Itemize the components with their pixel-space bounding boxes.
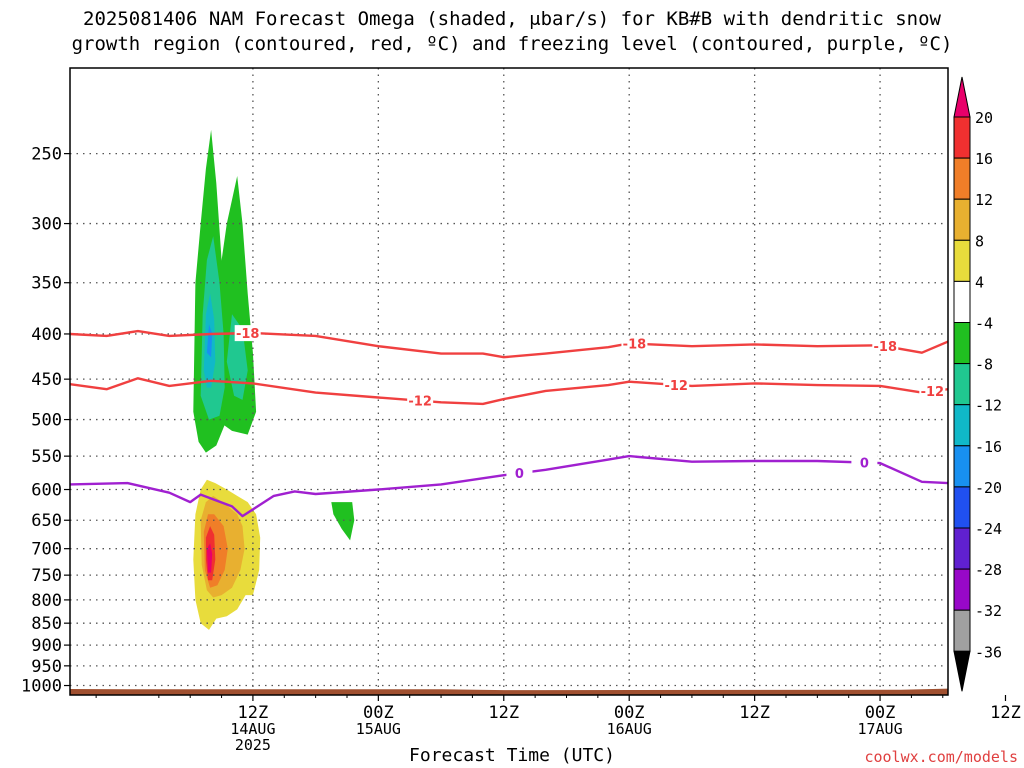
x-tick-label-84-0: 12Z [990,703,1021,723]
x-tick-label-24-0: 00Z [363,703,394,723]
colorbar-band-13 [953,609,971,652]
y-tick-label-400: 400 [31,325,62,345]
x-tick-label-36-0: 12Z [488,703,519,723]
y-tick-label-800: 800 [31,591,62,611]
colorbar-label-10: -24 [975,520,1002,538]
y-tick-label-500: 500 [31,411,62,431]
colorbar-label-1: 16 [975,150,993,168]
contour-label-2-1: 0 [860,457,869,472]
contour-label-bg-2-0 [506,465,533,482]
x-tick-label-12-0: 12Z [238,703,269,723]
chart-title-line-2: growth region (contoured, red, ºC) and f… [71,33,953,55]
y-tick-label-450: 450 [31,370,62,390]
plot-layers: -18 -18 -18 -12 -12 -12 0 0 [70,68,948,695]
contour-label-bg-1-1 [663,376,690,393]
colorbar-band-1 [953,116,971,159]
y-tick-label-550: 550 [31,447,62,467]
contour-label-bg-0-1 [621,335,648,352]
contour-label-bg-0-2 [872,338,899,355]
colorbar-label-13: -36 [975,643,1002,661]
colorbar-band-9 [953,445,971,488]
ground-terrain [70,688,948,695]
omega-shade--4-2 [331,502,355,541]
x-tick-label-72-0: 00Z [865,703,896,723]
colorbar-label-0: 20 [975,109,993,127]
omega-shade--16-0 [206,324,213,358]
y-tick-label-900: 900 [31,636,62,656]
plot-frame [69,67,949,696]
y-tick-label-250: 250 [31,145,62,165]
colorbar-band-11 [953,527,971,570]
colorbar-band-6 [953,322,971,365]
contour-line-2 [70,454,948,518]
colorbar-label-5: -4 [975,315,993,333]
y-tick-label-600: 600 [31,481,62,501]
contour-label-1-2: -12 [921,385,945,400]
colorbar-label-11: -28 [975,561,1002,579]
contour-label-bg-0-0 [234,325,261,342]
x-axis-label: Forecast Time (UTC) [409,745,615,766]
colorbar-bottom-arrow [953,650,971,692]
x-tick-label-48-1: 16AUG [607,720,652,738]
omega-colorbar: 20 16 12 8 4 -4 -8 -12 -16 -20 -24 -28 -32 -36 [953,76,1002,692]
contour-label-0-1: -18 [623,338,647,353]
y-tick-label-950: 950 [31,657,62,677]
colorbar-label-8: -16 [975,438,1002,456]
colorbar-band-7 [953,363,971,406]
y-tick-label-350: 350 [31,274,62,294]
y-tick-label-1000: 1000 [21,677,62,697]
plot-area: -18 -18 -18 -12 -12 -12 0 0 250 300 350 400 450 500 55… [21,67,1021,754]
y-tick-label-650: 650 [31,511,62,531]
x-tick-label-72-1: 17AUG [857,720,902,738]
x-tick-label-60-0: 12Z [739,703,770,723]
y-tick-label-700: 700 [31,540,62,560]
colorbar-label-9: -20 [975,479,1002,497]
colorbar-band-4 [953,239,971,282]
colorbar-band-3 [953,198,971,241]
y-tick-label-850: 850 [31,614,62,634]
x-tick-label-12-2: 2025 [235,736,271,754]
contour-label-1-0: -12 [408,395,432,410]
colorbar-label-2: 12 [975,191,993,209]
x-tick-label-24-1: 15AUG [356,720,401,738]
colorbar-band-2 [953,157,971,200]
y-tick-label-750: 750 [31,566,62,586]
y-tick-label-300: 300 [31,215,62,235]
contour-label-0-0: -18 [236,327,260,342]
colorbar-top-arrow [953,76,971,118]
contour-label-bg-1-2 [919,383,946,400]
colorbar-band-12 [953,568,971,611]
x-tick-label-12-1: 14AUG [230,720,275,738]
chart-title-line-1: 2025081406 NAM Forecast Omega (shaded, μ… [83,8,941,30]
x-tick-label-48-0: 00Z [614,703,645,723]
colorbar-label-7: -12 [975,397,1002,415]
contour-label-0-2: -18 [874,340,898,355]
colorbar-label-3: 8 [975,232,984,250]
colorbar-band-5 [953,280,971,323]
omega-shade-20-0 [206,543,213,573]
contour-label-2-0: 0 [515,467,524,482]
contour-label-bg-2-1 [851,454,878,471]
credit-text: coolwx.com/models [864,748,1018,766]
colorbar-band-10 [953,486,971,529]
colorbar-label-12: -32 [975,602,1002,620]
colorbar-label-4: 4 [975,273,984,291]
colorbar-band-8 [953,404,971,447]
contour-line-1 [70,377,948,406]
contour-label-1-1: -12 [664,379,688,394]
contour-label-bg-1-0 [407,392,434,409]
colorbar-label-6: -8 [975,356,993,374]
contour-line-0 [70,329,948,359]
